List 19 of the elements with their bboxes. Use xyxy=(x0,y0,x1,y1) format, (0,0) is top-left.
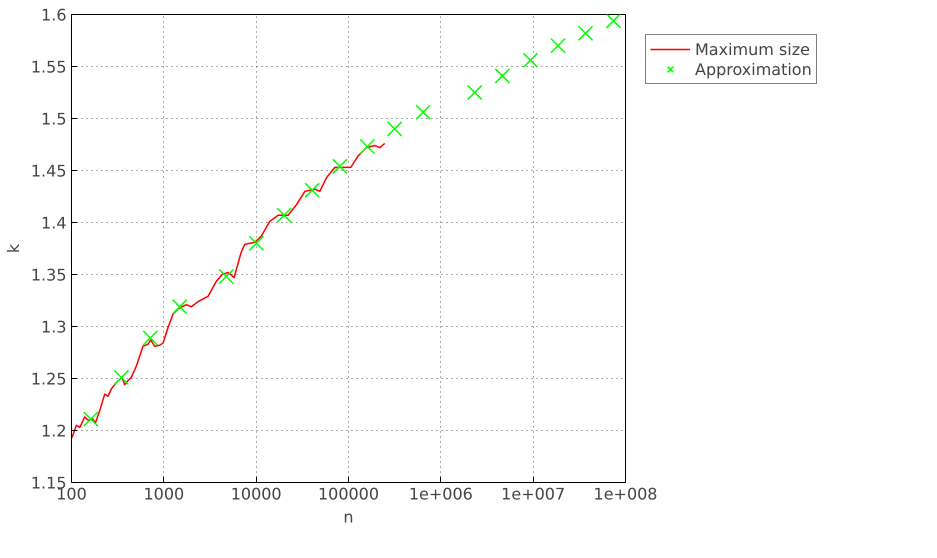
y-tick-label: 1.35 xyxy=(30,266,66,284)
x-tick-label: 1000 xyxy=(143,484,184,504)
y-axis-title: k xyxy=(4,243,23,254)
legend-label: Approximation xyxy=(695,60,812,78)
y-tick-label: 1.25 xyxy=(30,370,66,388)
y-tick-label: 1.3 xyxy=(41,318,67,336)
x-axis-title: n xyxy=(343,508,354,526)
y-tick-label: 1.55 xyxy=(30,58,66,76)
x-tick-label: 1e+006 xyxy=(408,484,473,504)
x-tick-label: 100000 xyxy=(318,484,380,504)
y-tick-label: 1.6 xyxy=(41,6,67,24)
y-tick-label: 1.5 xyxy=(41,110,67,128)
y-tick-label: 1.2 xyxy=(41,422,67,440)
x-tick-label: 10000 xyxy=(230,484,282,504)
y-tick-label: 1.45 xyxy=(30,162,66,180)
y-tick-label: 1.4 xyxy=(41,214,67,232)
legend-label: Maximum size xyxy=(695,40,810,58)
x-tick-label: 1e+008 xyxy=(594,484,658,504)
x-tick-label: 1e+007 xyxy=(501,484,566,504)
